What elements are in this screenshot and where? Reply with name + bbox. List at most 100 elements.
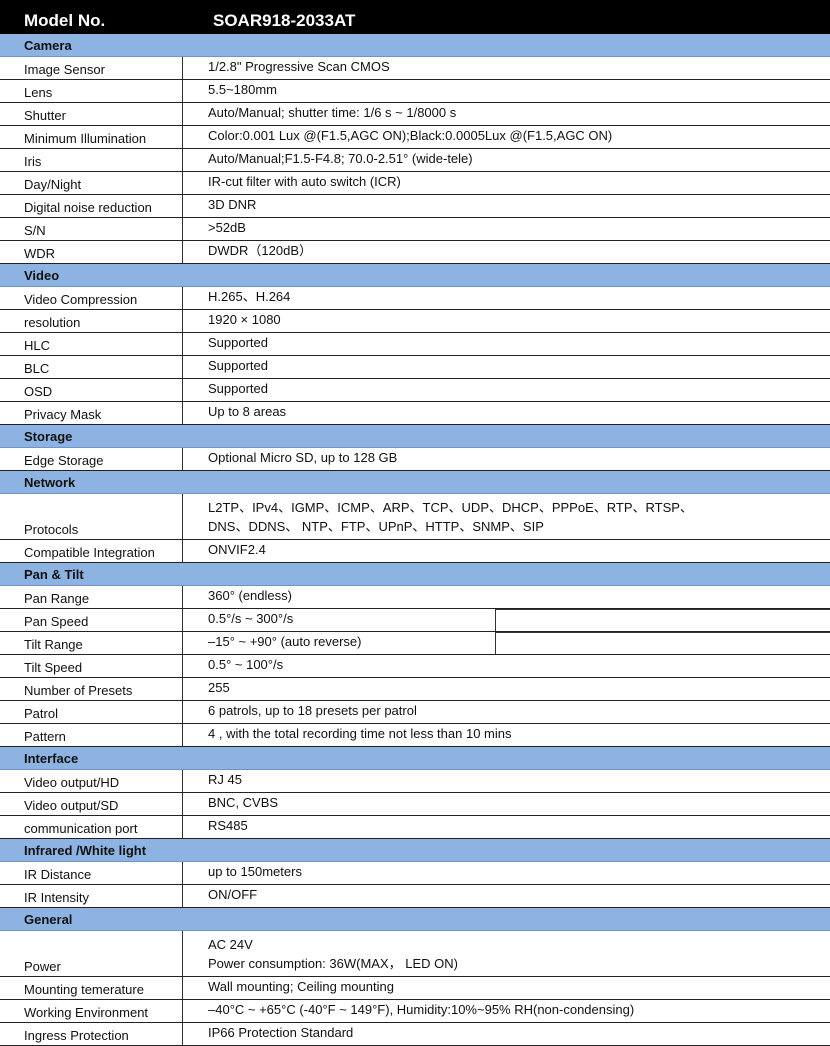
- spec-row: WDR DWDR（120dB）: [0, 241, 830, 264]
- spec-value: 1/2.8" Progressive Scan CMOS: [183, 57, 830, 79]
- spec-value-line: RS485: [208, 818, 248, 833]
- spec-value-line: Wall mounting; Ceiling mounting: [208, 979, 394, 994]
- spec-row: Digital noise reduction 3D DNR: [0, 195, 830, 218]
- spec-value-line: AC 24V: [208, 937, 253, 952]
- spec-value-line: 255: [208, 680, 230, 695]
- spec-value: RS485: [183, 816, 830, 838]
- spec-label: Patrol: [0, 701, 183, 723]
- spec-value: L2TP、IPv4、IGMP、ICMP、ARP、TCP、UDP、DHCP、PPP…: [183, 494, 830, 539]
- spec-table: Camera Image Sensor 1/2.8" Progressive Sca…: [0, 34, 830, 1046]
- spec-label: HLC: [0, 333, 183, 355]
- spec-value-line: 1/2.8" Progressive Scan CMOS: [208, 59, 390, 74]
- spec-row: OSD Supported: [0, 379, 830, 402]
- spec-label: WDR: [0, 241, 183, 263]
- spec-row: communication port RS485: [0, 816, 830, 839]
- spec-row: Video output/HD RJ 45: [0, 770, 830, 793]
- spec-value: IR-cut filter with auto switch (ICR): [183, 172, 830, 194]
- spec-label: Day/Night: [0, 172, 183, 194]
- spec-value-line: –40°C ~ +65°C (-40°F ~ 149°F), Humidity:…: [208, 1002, 635, 1017]
- spec-value: Supported: [183, 379, 830, 401]
- spec-value: >52dB: [183, 218, 830, 240]
- spec-value: 0.5° ~ 100°/s: [183, 655, 830, 677]
- spec-value: BNC, CVBS: [183, 793, 830, 815]
- spec-value-line: RJ 45: [208, 772, 242, 787]
- spec-label: S/N: [0, 218, 183, 240]
- spec-value: Supported: [183, 356, 830, 378]
- spec-row: HLC Supported: [0, 333, 830, 356]
- spec-label: Minimum Illumination: [0, 126, 183, 148]
- spec-value-line: Supported: [208, 381, 268, 396]
- spec-value: Supported: [183, 333, 830, 355]
- spec-label: Shutter: [0, 103, 183, 125]
- spec-value-line: DNS、DDNS、 NTP、FTP、UPnP、HTTP、SNMP、SIP: [208, 519, 544, 534]
- spec-label: Privacy Mask: [0, 402, 183, 424]
- spec-value: Auto/Manual; shutter time: 1/6 s ~ 1/800…: [183, 103, 830, 125]
- spec-row: Pan Range 360° (endless): [0, 586, 830, 609]
- spec-row: Number of Presets 255: [0, 678, 830, 701]
- spec-value: –15° ~ +90° (auto reverse): [183, 632, 495, 654]
- spec-value-line: Auto/Manual; shutter time: 1/6 s ~ 1/800…: [208, 105, 457, 120]
- spec-row: Patrol 6 patrols, up to 18 presets per pa…: [0, 701, 830, 724]
- spec-value-line: H.265、H.264: [208, 289, 291, 304]
- spec-value-line: Optional Micro SD, up to 128 GB: [208, 450, 398, 465]
- model-number: SOAR918-2033AT: [213, 11, 356, 30]
- spec-value-line: ON/OFF: [208, 887, 258, 902]
- spec-label: Compatible Integration: [0, 540, 183, 562]
- spec-value: up to 150meters: [183, 862, 830, 884]
- empty-cell: [495, 632, 830, 654]
- spec-label: Ingress Protection: [0, 1023, 183, 1045]
- spec-label: Working Environment: [0, 1000, 183, 1022]
- spec-row: Minimum Illumination Color:0.001 Lux @(F1…: [0, 126, 830, 149]
- spec-row: Protocols L2TP、IPv4、IGMP、ICMP、ARP、TCP、UDP…: [0, 494, 830, 540]
- spec-value-line: BNC, CVBS: [208, 795, 279, 810]
- section-header: General: [0, 908, 830, 931]
- spec-row: Day/Night IR-cut filter with auto switch …: [0, 172, 830, 195]
- spec-row: Power AC 24V Power consumption: 36W(MAX， L…: [0, 931, 830, 977]
- spec-row: Tilt Speed 0.5° ~ 100°/s: [0, 655, 830, 678]
- spec-row: Video Compression H.265、H.264: [0, 287, 830, 310]
- spec-value-line: Power consumption: 36W(MAX， LED ON): [208, 956, 458, 971]
- spec-value: –40°C ~ +65°C (-40°F ~ 149°F), Humidity:…: [183, 1000, 830, 1022]
- spec-row: Iris Auto/Manual;F1.5-F4.8; 70.0-2.51° (w…: [0, 149, 830, 172]
- spec-label: resolution: [0, 310, 183, 332]
- spec-label: Pan Speed: [0, 609, 183, 631]
- spec-value-line: 360° (endless): [208, 588, 292, 603]
- spec-label: Protocols: [0, 494, 183, 539]
- spec-row: Mounting temerature Wall mounting; Ceilin…: [0, 977, 830, 1000]
- spec-value-line: Auto/Manual;F1.5-F4.8; 70.0-2.51° (wide-…: [208, 151, 473, 166]
- spec-value: Up to 8 areas: [183, 402, 830, 424]
- spec-value: 3D DNR: [183, 195, 830, 217]
- section-header: Pan & Tilt: [0, 563, 830, 586]
- spec-label: Mounting temerature: [0, 977, 183, 999]
- spec-value-line: 5.5~180mm: [208, 82, 278, 97]
- spec-row: Edge Storage Optional Micro SD, up to 128…: [0, 448, 830, 471]
- spec-label: Iris: [0, 149, 183, 171]
- spec-value: 0.5°/s ~ 300°/s: [183, 609, 495, 631]
- spec-value-line: DWDR（120dB）: [208, 243, 313, 258]
- spec-value: 6 patrols, up to 18 presets per patrol: [183, 701, 830, 723]
- spec-value: 255: [183, 678, 830, 700]
- spec-value-line: 4 , with the total recording time not le…: [208, 726, 512, 741]
- spec-label: Pan Range: [0, 586, 183, 608]
- spec-label: Video output/HD: [0, 770, 183, 792]
- spec-label: Lens: [0, 80, 183, 102]
- section-header: Network: [0, 471, 830, 494]
- spec-label: Image Sensor: [0, 57, 183, 79]
- spec-value: Auto/Manual;F1.5-F4.8; 70.0-2.51° (wide-…: [183, 149, 830, 171]
- spec-value-line: 0.5° ~ 100°/s: [208, 657, 284, 672]
- spec-value: ON/OFF: [183, 885, 830, 907]
- spec-row: Image Sensor 1/2.8" Progressive Scan CMOS: [0, 57, 830, 80]
- spec-row: Compatible Integration ONVIF2.4: [0, 540, 830, 563]
- spec-value: RJ 45: [183, 770, 830, 792]
- spec-value-line: 0.5°/s ~ 300°/s: [208, 611, 294, 626]
- spec-value: IP66 Protection Standard: [183, 1023, 830, 1045]
- spec-label: IR Distance: [0, 862, 183, 884]
- spec-row: Lens 5.5~180mm: [0, 80, 830, 103]
- spec-label: Number of Presets: [0, 678, 183, 700]
- spec-value: Optional Micro SD, up to 128 GB: [183, 448, 830, 470]
- spec-row: Privacy Mask Up to 8 areas: [0, 402, 830, 425]
- model-label: Model No.: [24, 11, 106, 30]
- spec-row: Pan Speed 0.5°/s ~ 300°/s: [0, 609, 830, 632]
- spec-value: ONVIF2.4: [183, 540, 830, 562]
- spec-row: Tilt Range –15° ~ +90° (auto reverse): [0, 632, 830, 655]
